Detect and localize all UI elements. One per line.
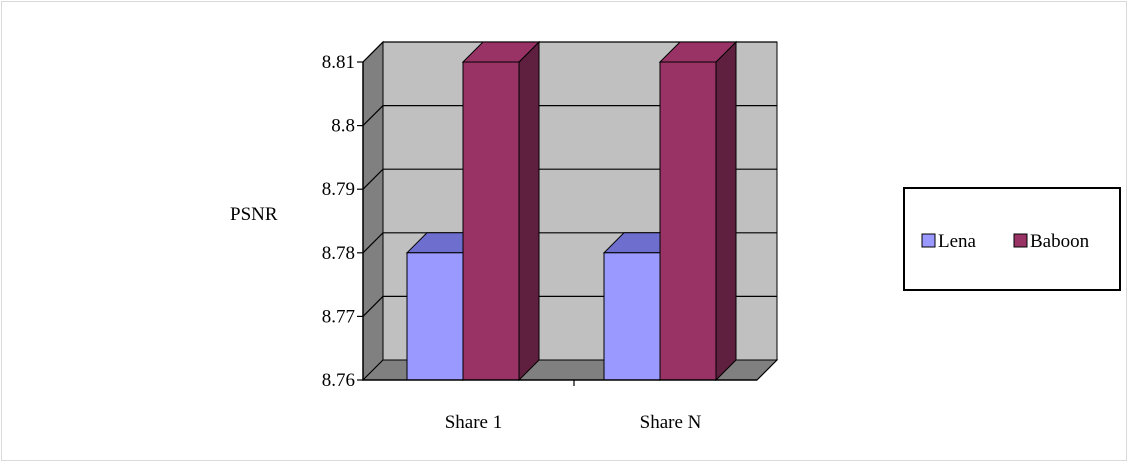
bar-baboon (462, 61, 520, 381)
legend-box (903, 187, 1121, 291)
legend-swatch-baboon (1013, 233, 1028, 248)
floor-edge (756, 359, 778, 381)
x-category-labels: Share 1 Share N (445, 412, 702, 433)
legend: Lena Baboon (903, 187, 1121, 291)
bars (405, 40, 738, 382)
x-category-label: Share N (640, 412, 702, 433)
y-tick-label: 8.76 (322, 370, 355, 391)
gridlines (362, 41, 777, 317)
y-tick-label: 8.77 (322, 306, 355, 327)
y-tick-label: 8.81 (322, 52, 355, 73)
bar-lena (603, 252, 661, 381)
legend-swatch-lena (921, 233, 936, 248)
side-wall (362, 40, 384, 382)
gridline (362, 168, 777, 190)
y-tick-label: 8.79 (322, 179, 355, 200)
x-category-label: Share 1 (445, 412, 503, 433)
y-tick-label: 8.78 (322, 243, 355, 264)
y-axis-label: PSNR (230, 204, 278, 225)
bar-side-baboon (715, 40, 737, 382)
gridline (362, 104, 777, 127)
y-tick-labels: 8.76 8.77 8.78 8.79 8.8 8.81 (322, 52, 355, 391)
bar-side-baboon (518, 40, 540, 382)
axes (357, 61, 778, 386)
y-tick-label: 8.8 (331, 116, 355, 137)
gridline (362, 41, 777, 63)
bar-lena (406, 252, 464, 381)
legend-label-baboon: Baboon (1030, 231, 1090, 252)
legend-label-lena: Lena (938, 231, 977, 252)
bar-baboon (659, 61, 717, 381)
